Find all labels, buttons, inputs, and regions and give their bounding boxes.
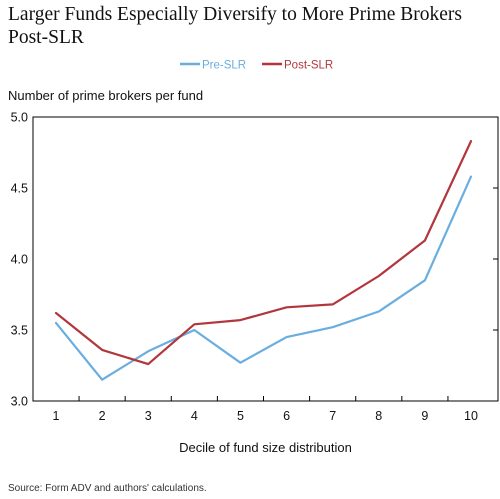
x-tick-label: 2 xyxy=(99,409,106,423)
series-lines xyxy=(54,140,473,381)
plot-area-frame xyxy=(32,116,499,402)
source-note: Source: Form ADV and authors' calculatio… xyxy=(8,483,207,494)
y-axis-label: Number of prime brokers per fund xyxy=(8,88,204,103)
x-tick-label: 1 xyxy=(53,409,60,423)
y-tick-label: 3.5 xyxy=(11,324,28,338)
y-tick-label: 4.5 xyxy=(11,182,28,196)
chart-title: Larger Funds Especially Diversify to Mor… xyxy=(8,4,463,48)
x-axis-label: Decile of fund size distribution xyxy=(179,440,352,455)
y-tick-label: 3.0 xyxy=(11,395,28,409)
x-tick-label: 7 xyxy=(329,409,336,423)
y-tick-label: 5.0 xyxy=(11,111,28,125)
y-axis: 3.0 3.5 4.0 4.5 5.0 xyxy=(11,111,498,409)
x-tick-label: 6 xyxy=(283,409,290,423)
legend-label-post-slr: Post-SLR xyxy=(284,60,333,72)
x-tick-label: 3 xyxy=(145,409,152,423)
legend-label-pre-slr: Pre-SLR xyxy=(202,60,246,72)
legend: Pre-SLR Post-SLR xyxy=(180,60,333,72)
x-tick-label: 4 xyxy=(191,409,198,423)
series-line-post-slr xyxy=(54,140,473,366)
y-tick-label: 4.0 xyxy=(11,253,28,267)
x-tick-label: 10 xyxy=(464,409,478,423)
series-line-pre-slr xyxy=(54,175,473,381)
x-tick-label: 5 xyxy=(237,409,244,423)
x-tick-label: 9 xyxy=(421,409,428,423)
x-axis: 1 2 3 4 5 6 7 8 9 10 xyxy=(53,396,478,423)
x-tick-label: 8 xyxy=(375,409,382,423)
